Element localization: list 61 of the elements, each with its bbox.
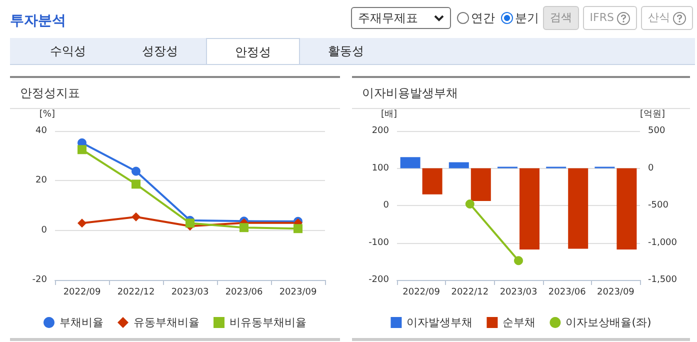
y-axis-title: [%] [39,110,55,120]
y2-tick-label: -500 [648,200,669,210]
y2-tick-label: 0 [648,163,654,174]
x-tick-label: 2022/12 [451,288,489,298]
text: 연간 [470,10,495,26]
x-tick-label: 2023/09 [597,288,635,298]
y2-tick-label: -1,000 [648,238,678,248]
bar [568,168,588,249]
point [78,145,86,154]
text: 검색 [542,6,579,30]
x-tick-label: 2022/12 [117,288,155,298]
text: 안정성 [206,38,300,64]
legend-label: 비유동부채비율 [230,316,306,329]
legend-label: 순부채 [502,316,536,329]
bar [520,168,540,250]
text: 활동성 [327,43,365,60]
x-tick-label: 2023/03 [500,288,538,298]
text: 분기 [514,10,539,26]
bar [422,168,442,194]
y2-axis-title: [억원] [640,110,666,120]
y-tick-label: -200 [368,275,390,285]
y-tick-label: -20 [32,275,48,285]
x-tick-label: 2022/09 [63,288,101,298]
y2-tick-label: -1,500 [648,275,678,285]
point [132,180,140,189]
x-tick-label: 2023/03 [171,288,209,298]
legend-label: 이자발생부채 [406,316,473,329]
bar [470,168,491,202]
text: 성장성 [141,43,179,60]
text: 투자분석 [10,12,66,30]
point [240,223,248,232]
bar [616,168,637,250]
y-tick-label: 0 [383,200,390,210]
x-tick-label: 2023/09 [279,288,317,298]
point [78,218,86,228]
chart-title: 이자비용발생부채 [352,78,690,109]
y2-tick-label: 500 [648,126,666,136]
x-tick-label: 2022/09 [402,288,440,298]
bar [400,157,420,168]
y-tick-label: 0 [41,225,48,236]
text: 산식 [641,6,693,30]
y-tick-label: 200 [372,126,390,136]
legend-label: 이자보상배율(좌) [566,316,652,329]
point [132,166,140,176]
y-tick-label: 40 [36,126,48,136]
text: 주재무제표 [358,10,418,26]
point [186,218,194,228]
x-tick-label: 2023/06 [548,288,586,298]
bar [448,162,469,168]
text: IFRS [582,6,637,30]
chart-title: 안정성지표 [10,78,340,109]
text: 수익성 [49,43,87,60]
y-axis-title: [배] [380,110,397,120]
point [132,212,140,222]
x-tick-label: 2023/06 [225,288,263,298]
y-tick-label: 20 [36,176,48,186]
legend-label: 부채비율 [60,316,104,329]
legend-label: 유동부채비율 [134,316,200,329]
y-tick-label: 100 [372,163,390,174]
y-tick-label: -100 [368,238,390,248]
point [294,224,302,234]
